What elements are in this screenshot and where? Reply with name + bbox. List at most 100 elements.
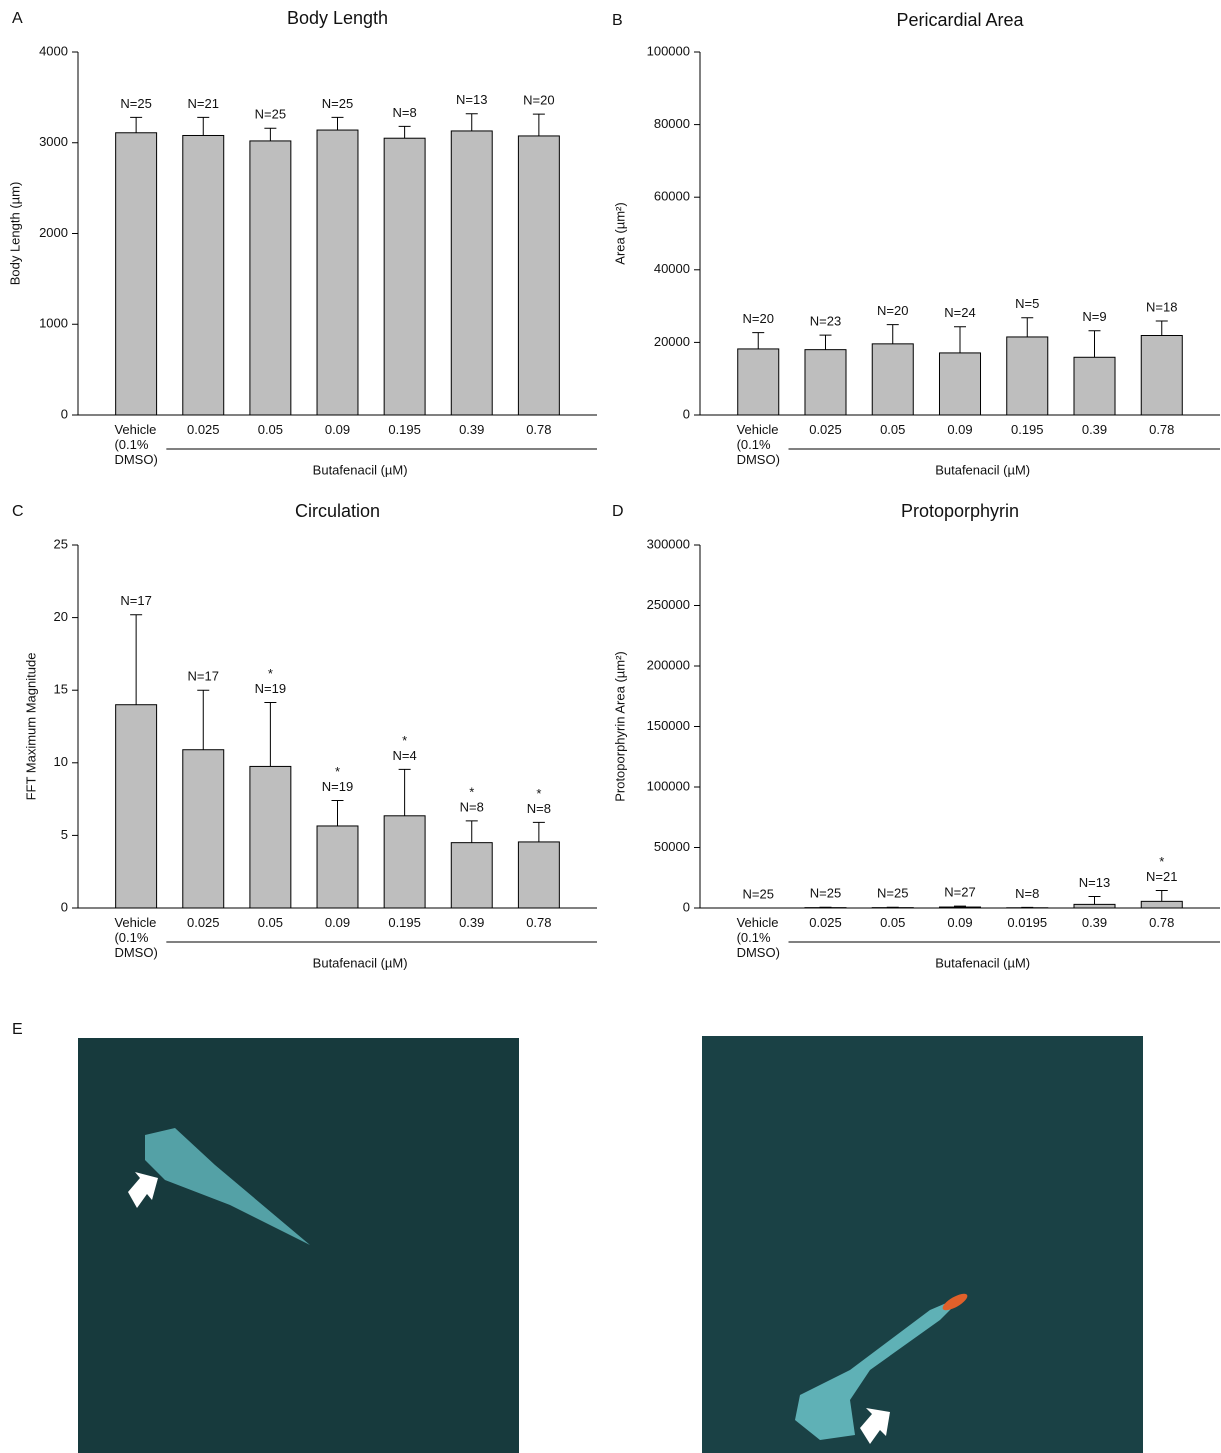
x-tick-label: Vehicle (0.1% DMSO) (114, 422, 157, 467)
x-tick-label: 0.195 (1011, 422, 1044, 437)
x-tick-label: 0.39 (1082, 915, 1107, 930)
bar (384, 138, 425, 415)
bar (116, 133, 157, 415)
chart-title: Protoporphyrin (901, 501, 1019, 521)
x-tick-label: 0.78 (1149, 915, 1174, 930)
error-bar (332, 117, 344, 130)
error-bar (399, 769, 411, 815)
error-bar (399, 126, 411, 138)
x-tick-label: 0.05 (880, 422, 905, 437)
error-bar (533, 114, 545, 136)
x-tick-label: 0.05 (258, 422, 283, 437)
bar (317, 826, 358, 908)
panel-label: E (12, 1021, 23, 1038)
micrograph (78, 1038, 519, 1453)
y-tick-label: 0 (61, 406, 68, 421)
x-tick-label: 0.39 (1082, 422, 1107, 437)
significance-marker: * (536, 786, 541, 801)
n-label: N=25 (120, 96, 151, 111)
n-label: N=25 (255, 107, 286, 122)
error-bar (197, 690, 209, 750)
n-label: N=18 (1146, 299, 1177, 314)
n-label: N=8 (460, 799, 484, 814)
y-tick-label: 300000 (647, 536, 690, 551)
x-tick-label: Vehicle (0.1% DMSO) (114, 915, 157, 960)
bar (939, 353, 980, 415)
n-label: N=25 (810, 886, 841, 901)
page: E ABody LengthBody Length (µm)0100020003… (0, 0, 1221, 1453)
bar (1141, 336, 1182, 415)
error-bar (130, 117, 142, 132)
bar (317, 130, 358, 415)
error-bar (1156, 321, 1168, 336)
y-tick-label: 5 (61, 827, 68, 842)
x-tick-label: 0.78 (526, 422, 551, 437)
y-tick-label: 100000 (647, 43, 690, 58)
y-tick-label: 20 (54, 609, 68, 624)
x-tick-label: 0.025 (809, 915, 842, 930)
error-bar (197, 117, 209, 135)
n-label: N=20 (523, 93, 554, 108)
significance-marker: * (1159, 854, 1164, 869)
y-axis-label: FFT Maximum Magnitude (23, 653, 38, 801)
n-label: N=13 (1079, 875, 1110, 890)
chart-title: Circulation (295, 501, 380, 521)
bar (384, 816, 425, 908)
panel-label: B (612, 12, 623, 29)
error-bar (752, 333, 764, 349)
n-label: N=17 (188, 669, 219, 684)
n-label: N=25 (743, 886, 774, 901)
error-bar (1089, 331, 1101, 357)
n-label: N=4 (393, 748, 417, 763)
significance-marker: * (268, 666, 273, 681)
y-axis-label: Area (µm²) (612, 202, 627, 264)
image-right (702, 1036, 1143, 1453)
x-tick-label: 0.78 (1149, 422, 1174, 437)
n-label: N=25 (877, 886, 908, 901)
n-label: N=25 (322, 96, 353, 111)
y-tick-label: 2000 (39, 225, 68, 240)
x-tick-label: Vehicle (0.1% DMSO) (737, 422, 780, 467)
error-bar (332, 801, 344, 826)
figure: E ABody LengthBody Length (µm)0100020003… (0, 0, 1221, 1453)
bar (1074, 357, 1115, 415)
x-tick-label: 0.09 (947, 422, 972, 437)
bar (939, 907, 980, 908)
panel-label: C (12, 503, 24, 520)
y-tick-label: 15 (54, 682, 68, 697)
x-axis-label: Butafenacil (µM) (313, 462, 408, 477)
y-tick-label: 100000 (647, 778, 690, 793)
x-tick-label: 0.78 (526, 915, 551, 930)
error-bar (1089, 897, 1101, 905)
x-tick-label: Vehicle (0.1% DMSO) (737, 915, 780, 960)
y-tick-label: 0 (683, 899, 690, 914)
error-bar (533, 822, 545, 842)
error-bar (887, 325, 899, 344)
x-tick-label: 0.09 (325, 915, 350, 930)
y-tick-label: 10 (54, 754, 68, 769)
bar (738, 349, 779, 415)
y-tick-label: 20000 (654, 334, 690, 349)
error-bar (819, 335, 831, 350)
error-bar (264, 703, 276, 767)
n-label: N=19 (255, 681, 286, 696)
bar (1007, 337, 1048, 415)
bar (872, 344, 913, 415)
bar (183, 750, 224, 908)
x-tick-label: 0.39 (459, 422, 484, 437)
bar (250, 141, 291, 415)
n-label: N=27 (944, 885, 975, 900)
significance-marker: * (335, 764, 340, 779)
y-tick-label: 1000 (39, 316, 68, 331)
x-tick-label: 0.025 (187, 915, 220, 930)
n-label: N=5 (1015, 296, 1039, 311)
image-left (78, 1038, 519, 1453)
significance-marker: * (469, 784, 474, 799)
n-label: N=8 (393, 105, 417, 120)
n-label: N=24 (944, 305, 975, 320)
x-tick-label: 0.05 (880, 915, 905, 930)
bar (451, 131, 492, 415)
x-axis-label: Butafenacil (µM) (935, 462, 1030, 477)
y-tick-label: 4000 (39, 43, 68, 58)
bar (1141, 901, 1182, 908)
